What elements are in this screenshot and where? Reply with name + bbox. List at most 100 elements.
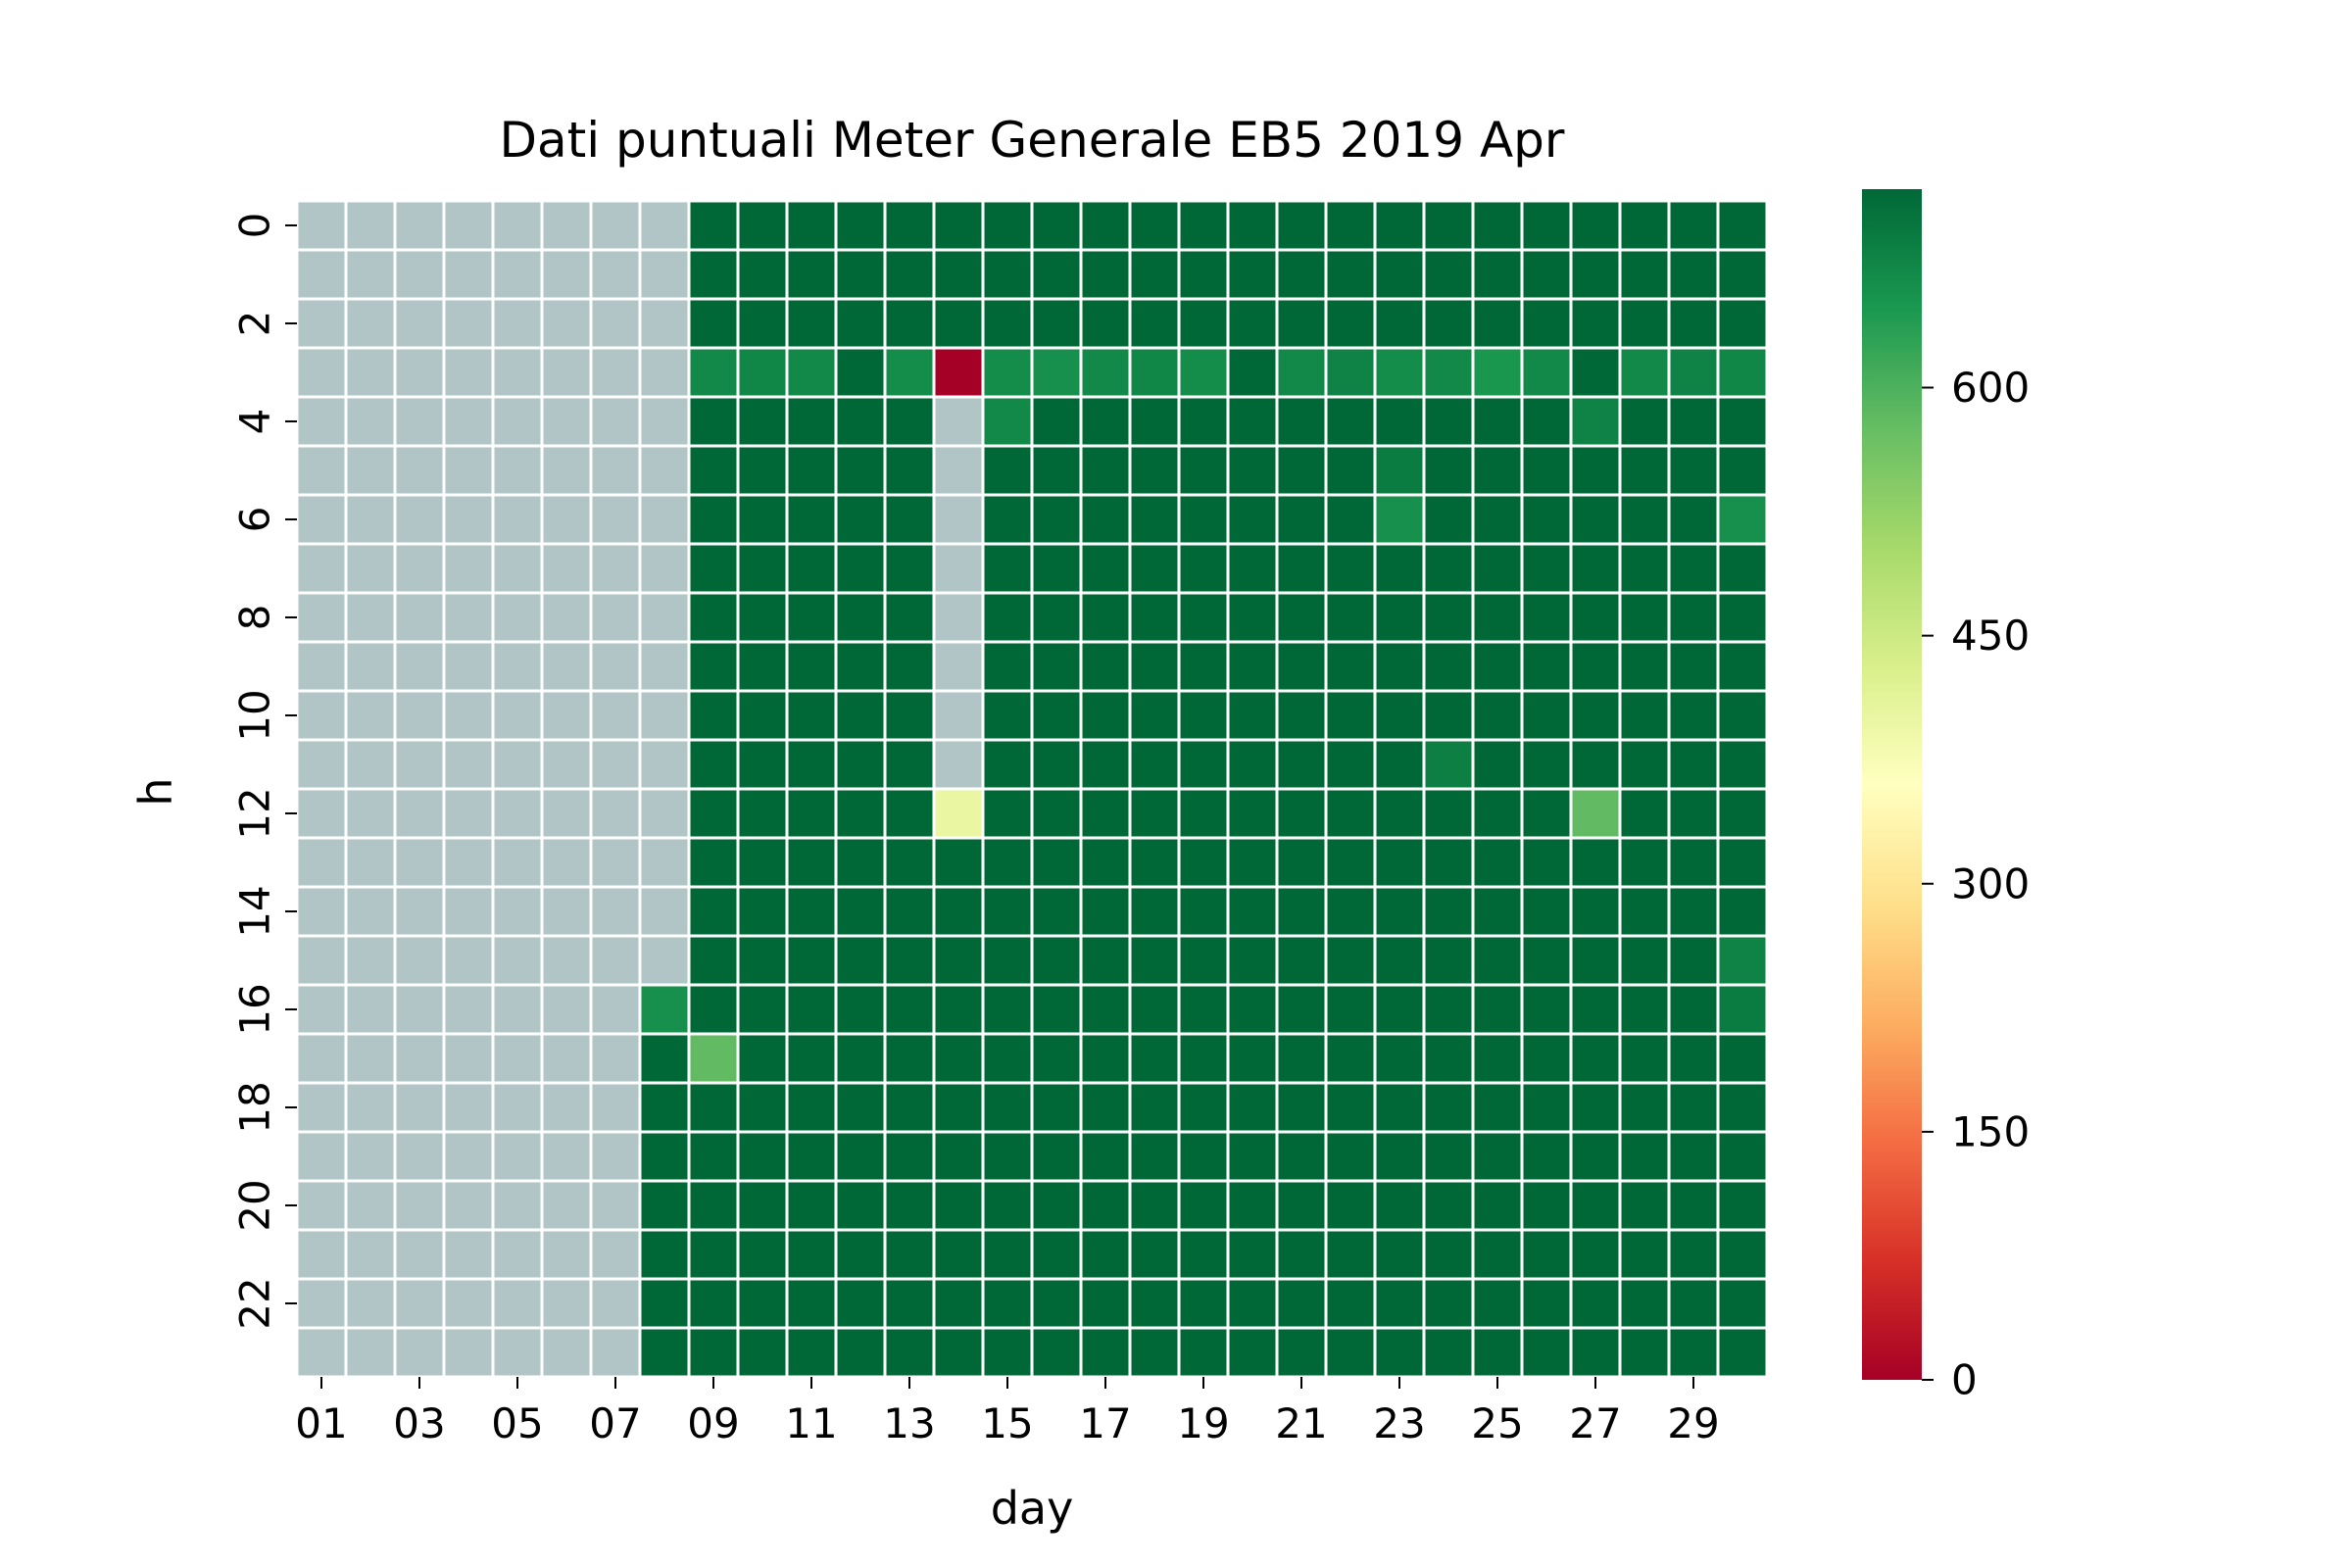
heatmap-cell — [1618, 787, 1671, 840]
heatmap-cell — [638, 542, 691, 595]
heatmap-cell — [638, 738, 691, 791]
heatmap-cell — [540, 444, 593, 497]
heatmap-cell — [1226, 493, 1279, 546]
chart-title: Dati puntuali Meter Generale EB5 2019 Ap… — [500, 112, 1565, 169]
heatmap-cell — [295, 787, 348, 840]
heatmap-cell — [442, 1277, 495, 1330]
heatmap-cell — [1716, 199, 1769, 252]
heatmap-cell — [687, 1032, 740, 1085]
heatmap-cell — [736, 1179, 789, 1232]
heatmap-cell — [344, 444, 397, 497]
heatmap-cell — [1373, 1326, 1426, 1379]
x-tick-label: 15 — [981, 1399, 1033, 1447]
heatmap-cell — [1716, 1179, 1769, 1232]
heatmap-cell — [1079, 1179, 1132, 1232]
heatmap-cell — [736, 983, 789, 1036]
heatmap-cell — [589, 1277, 642, 1330]
heatmap-cell — [834, 1179, 887, 1232]
heatmap-cell — [1471, 542, 1524, 595]
heatmap-cell — [981, 1277, 1034, 1330]
heatmap-cell — [491, 787, 544, 840]
heatmap-cell — [883, 1032, 936, 1085]
heatmap-cell — [1422, 885, 1475, 938]
heatmap-cell — [540, 346, 593, 399]
heatmap-cell — [1373, 738, 1426, 791]
x-axis-ticks: 01 03 05 07 09 11 13 15 17 19 21 23 25 27 29 — [295, 1377, 1720, 1447]
heatmap-cell — [638, 983, 691, 1036]
heatmap-cell — [1373, 983, 1426, 1036]
heatmap-cell — [1569, 787, 1622, 840]
heatmap-cell — [1226, 1081, 1279, 1134]
heatmap-cell — [344, 1130, 397, 1183]
heatmap-cell — [883, 738, 936, 791]
heatmap-cell — [1716, 1130, 1769, 1183]
heatmap-cell — [1569, 542, 1622, 595]
heatmap-cell — [1226, 640, 1279, 693]
heatmap-cell — [1128, 836, 1181, 889]
heatmap-cell — [442, 1032, 495, 1085]
heatmap-cell — [638, 640, 691, 693]
colorbar-ticks: 0 150 300 450 600 — [1922, 364, 2030, 1404]
heatmap-cell — [1226, 199, 1279, 252]
heatmap-cell — [344, 1326, 397, 1379]
heatmap-cell — [785, 640, 838, 693]
heatmap-cell — [1618, 1326, 1671, 1379]
heatmap-cell — [1716, 836, 1769, 889]
heatmap-cell — [1716, 346, 1769, 399]
heatmap-cell — [1618, 1228, 1671, 1281]
heatmap-cell — [638, 199, 691, 252]
heatmap-cell — [1324, 983, 1377, 1036]
heatmap-cell — [1471, 1130, 1524, 1183]
heatmap-cell — [1618, 297, 1671, 350]
heatmap-cell — [540, 1277, 593, 1330]
heatmap-cell — [393, 1228, 446, 1281]
heatmap-cell — [932, 542, 985, 595]
heatmap-cell — [1324, 885, 1377, 938]
heatmap-cell — [1177, 493, 1230, 546]
heatmap-cell — [1716, 395, 1769, 448]
heatmap-cell — [393, 885, 446, 938]
heatmap-cell — [1667, 1130, 1720, 1183]
heatmap-cell — [1177, 1326, 1230, 1379]
heatmap-cell — [785, 346, 838, 399]
heatmap-cell — [344, 983, 397, 1036]
heatmap-cell — [1079, 297, 1132, 350]
heatmap-cell — [1520, 1179, 1573, 1232]
heatmap-cell — [1618, 542, 1671, 595]
heatmap-cell — [1422, 444, 1475, 497]
heatmap-cell — [540, 542, 593, 595]
heatmap-cell — [589, 591, 642, 644]
heatmap-cell — [491, 1228, 544, 1281]
heatmap-cell — [1226, 1326, 1279, 1379]
heatmap-cell — [834, 983, 887, 1036]
y-tick-label: 2 — [231, 311, 279, 337]
heatmap-cell — [1667, 542, 1720, 595]
x-axis-label: day — [991, 1482, 1074, 1535]
heatmap-cell — [932, 836, 985, 889]
heatmap-cell — [491, 1179, 544, 1232]
heatmap-cell — [1373, 836, 1426, 889]
heatmap-cell — [1618, 738, 1671, 791]
heatmap-cell — [1422, 493, 1475, 546]
heatmap-cell — [589, 493, 642, 546]
heatmap-cell — [1128, 591, 1181, 644]
heatmap-cell — [687, 689, 740, 742]
heatmap-cell — [1275, 836, 1328, 889]
heatmap-cell — [834, 1228, 887, 1281]
heatmap-cell — [687, 444, 740, 497]
heatmap-cell — [344, 542, 397, 595]
heatmap-cell — [1226, 983, 1279, 1036]
heatmap-cell — [1520, 444, 1573, 497]
heatmap-cell — [1471, 248, 1524, 301]
heatmap-cell — [785, 689, 838, 742]
y-tick-label: 20 — [231, 1179, 279, 1231]
heatmap-cell — [1030, 1032, 1083, 1085]
heatmap-cell — [491, 591, 544, 644]
heatmap-cell — [1471, 444, 1524, 497]
heatmap-cell — [638, 444, 691, 497]
heatmap-cell — [932, 395, 985, 448]
heatmap-cell — [491, 689, 544, 742]
heatmap-cell — [1520, 591, 1573, 644]
heatmap-cell — [1373, 1081, 1426, 1134]
